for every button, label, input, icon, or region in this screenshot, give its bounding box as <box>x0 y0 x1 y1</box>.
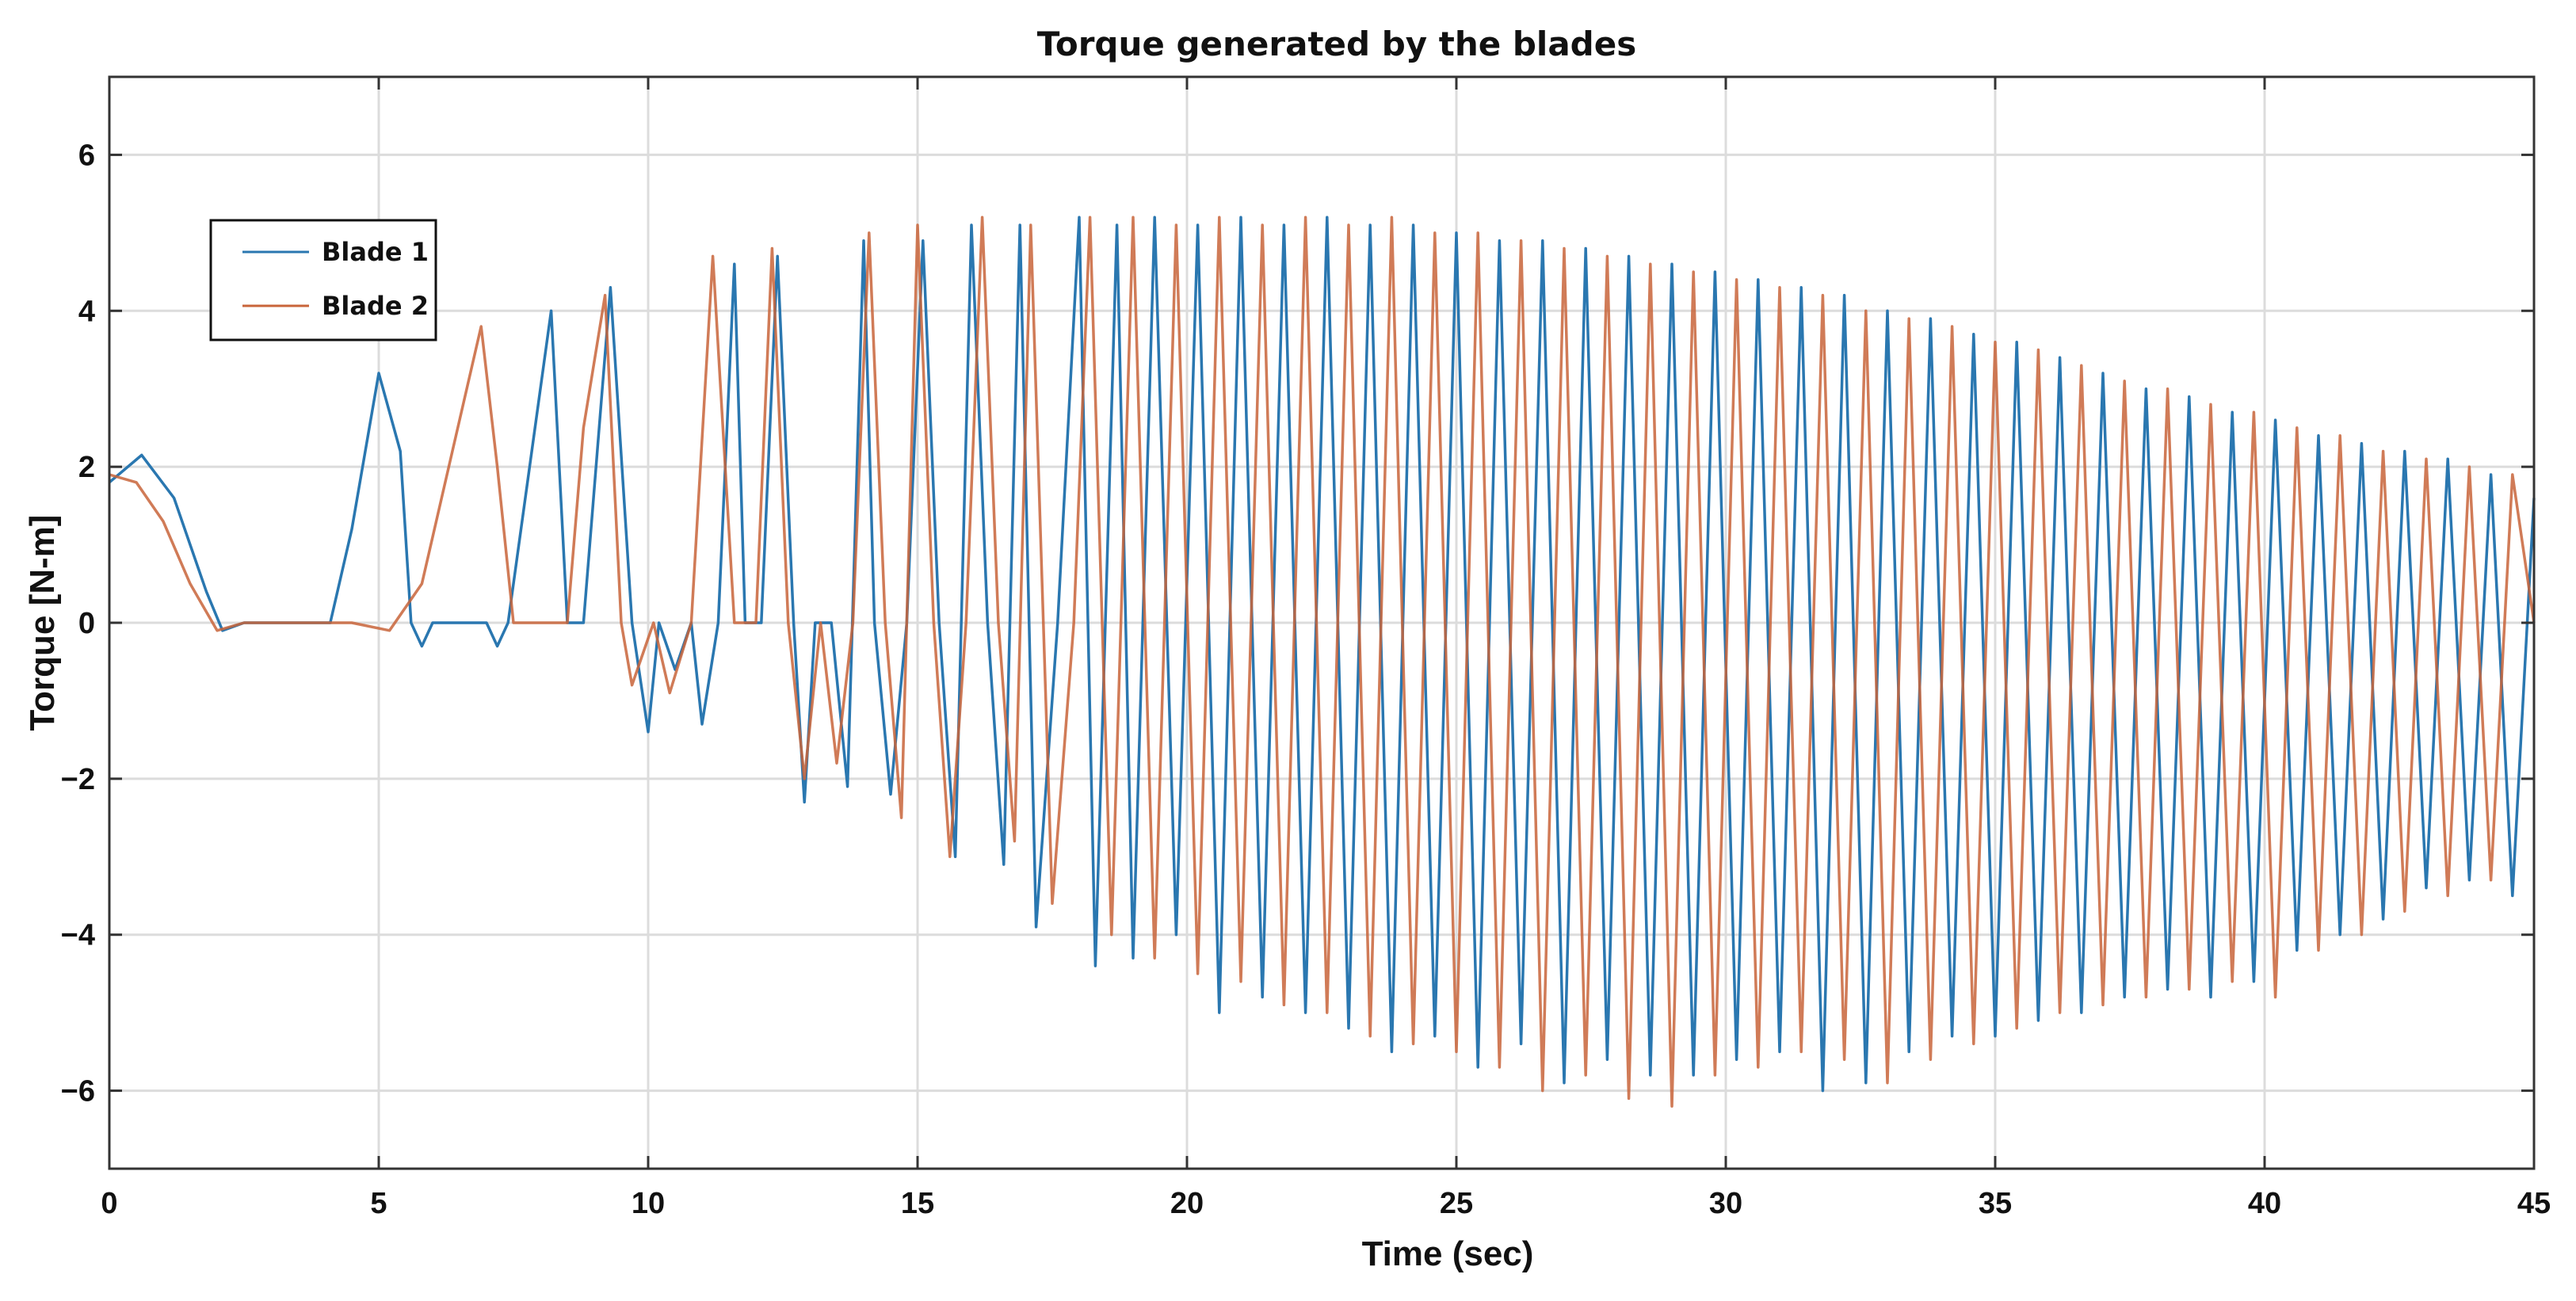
data-series <box>108 216 2536 1108</box>
y-tick-label: 0 <box>78 607 95 640</box>
y-tick-label: −6 <box>61 1075 95 1108</box>
tick-marks <box>108 77 2536 1169</box>
x-tick-label: 45 <box>2517 1187 2551 1220</box>
y-tick-label: −2 <box>61 763 95 796</box>
legend-box <box>209 219 437 341</box>
x-tick-label: 15 <box>901 1187 934 1220</box>
x-tick-label: 30 <box>1709 1187 1742 1220</box>
legend-label-blade-2: Blade 2 <box>322 291 429 321</box>
x-tick-labels: 0 5 10 15 20 25 30 35 40 45 <box>101 1187 2551 1220</box>
y-tick-label: −4 <box>61 919 95 952</box>
y-tick-labels: −6 −4 −2 0 2 4 6 <box>61 139 95 1108</box>
legend: Blade 1 Blade 2 <box>209 219 437 341</box>
x-tick-label: 35 <box>1979 1187 2012 1220</box>
legend-label-blade-1: Blade 1 <box>322 237 429 267</box>
y-tick-label: 4 <box>78 295 95 328</box>
y-tick-label: 2 <box>78 451 95 484</box>
x-tick-label: 25 <box>1440 1187 1473 1220</box>
chart-title: Torque generated by the blades <box>1037 25 1636 63</box>
series-line-blade-2 <box>109 216 2536 1108</box>
x-tick-label: 10 <box>632 1187 665 1220</box>
y-tick-label: 6 <box>78 139 95 172</box>
x-tick-label: 40 <box>2248 1187 2281 1220</box>
x-tick-label: 5 <box>370 1187 387 1220</box>
x-axis-label: Time (sec) <box>1362 1234 1534 1273</box>
x-tick-label: 20 <box>1170 1187 1204 1220</box>
y-axis-label: Torque [N-m] <box>23 515 62 731</box>
x-tick-label: 0 <box>101 1187 117 1220</box>
